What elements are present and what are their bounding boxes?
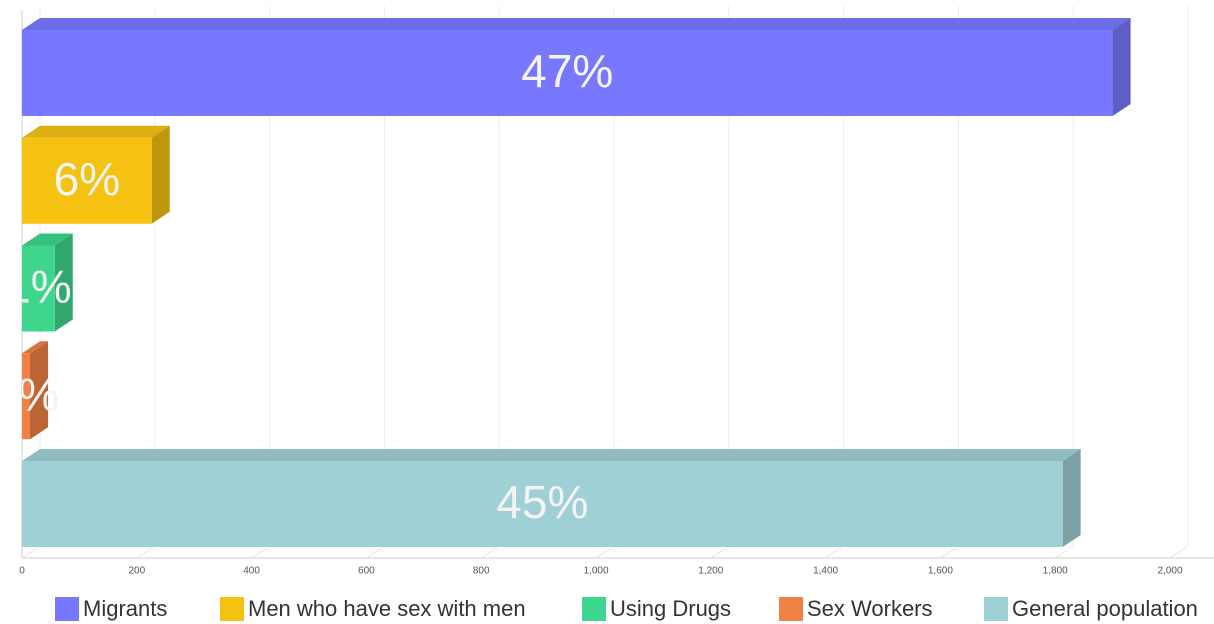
bar [22,449,1081,547]
x-tick-label: 200 [128,566,145,577]
bar-top [22,449,1081,461]
bar-side [1062,449,1081,547]
bar-top [22,233,73,246]
bar-side [151,125,170,224]
floor-line [136,545,156,559]
legend-label: Men who have sex with men [248,596,526,621]
floor-line [1054,545,1074,559]
x-tick-label: 1,800 [1043,566,1068,577]
bar-top [22,341,49,354]
value-label: 0% [0,368,59,420]
x-tick-label: 400 [243,566,260,577]
x-tick-label: 0 [19,566,25,577]
bar [22,18,1131,116]
legend-swatch [220,597,244,621]
legend-swatch [55,597,79,621]
legend-swatch [779,597,803,621]
bar [22,125,170,224]
bar-front [22,353,31,440]
value-label: 1% [5,261,71,313]
bar-front [22,30,1113,116]
bar-side [30,341,49,440]
x-tick-label: 600 [358,566,375,577]
legend-swatch [582,597,606,621]
legend-label: Migrants [83,596,167,621]
x-tick-label: 2,000 [1157,566,1182,577]
bar-top [22,18,1131,30]
floor-line [480,545,500,559]
bar-side [54,233,73,332]
bar-front [22,137,152,224]
floor-line [825,545,844,559]
bar [22,233,73,332]
floor-line [940,545,959,559]
floor-line [21,545,41,559]
legend-label: General population [1012,596,1198,621]
bar-front [22,461,1063,547]
legend-label: Using Drugs [610,596,731,621]
floor-line [1169,545,1189,559]
legend-swatch [984,597,1008,621]
value-label: 47% [521,45,613,97]
bar [22,341,49,440]
x-tick-label: 1,000 [583,566,608,577]
x-tick-label: 1,600 [928,566,953,577]
floor-line [366,545,385,559]
bar-front [22,245,55,332]
value-label: 6% [54,153,120,205]
bar-side [1112,18,1131,116]
value-label: 45% [496,476,588,528]
floor-line [595,545,615,559]
plot-area: 47% 6% 1% 0% 45% [0,18,1131,547]
x-tick-label: 1,400 [813,566,838,577]
x-tick-label: 800 [473,566,490,577]
bar-top [22,125,170,138]
legend-label: Sex Workers [807,596,933,621]
floor-line [710,545,730,559]
x-tick-label: 1,200 [698,566,723,577]
floor-line [251,545,270,559]
